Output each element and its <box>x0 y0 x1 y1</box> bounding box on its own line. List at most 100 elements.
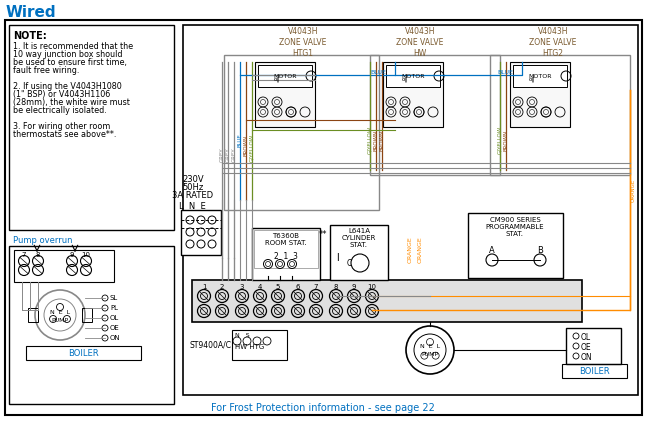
Bar <box>232 330 287 360</box>
Text: BLUE: BLUE <box>497 70 513 75</box>
Bar <box>14 250 114 282</box>
Bar <box>468 213 563 278</box>
Text: OE: OE <box>581 343 591 352</box>
Text: MOTOR: MOTOR <box>401 73 424 78</box>
Text: 2: 2 <box>220 284 225 290</box>
Text: A: A <box>489 246 495 254</box>
Text: G/YELLOW: G/YELLOW <box>250 134 254 162</box>
Bar <box>490 55 630 175</box>
Text: ROOM STAT.: ROOM STAT. <box>265 240 307 246</box>
Text: L641A: L641A <box>348 228 370 234</box>
Text: L  N  E: L N E <box>179 202 205 211</box>
Text: 9: 9 <box>352 284 356 290</box>
Text: ON: ON <box>581 353 593 362</box>
Bar <box>254 230 318 268</box>
Text: 2  1  3: 2 1 3 <box>274 252 298 261</box>
Text: thermostats see above**.: thermostats see above**. <box>13 130 116 139</box>
Bar <box>224 55 379 210</box>
Bar <box>192 280 582 322</box>
Text: l: l <box>336 253 340 263</box>
Text: 7: 7 <box>314 284 318 290</box>
Bar <box>9 246 174 404</box>
Text: 1: 1 <box>202 284 206 290</box>
Bar <box>562 364 627 378</box>
Text: 10: 10 <box>82 252 91 258</box>
Text: GREY: GREY <box>226 148 230 162</box>
Text: PUMP: PUMP <box>421 352 439 357</box>
Text: For Frost Protection information - see page 22: For Frost Protection information - see p… <box>211 403 435 413</box>
Text: NOTE:: NOTE: <box>13 31 47 41</box>
Text: 1. It is recommended that the: 1. It is recommended that the <box>13 42 133 51</box>
Text: be electrically isolated.: be electrically isolated. <box>13 106 107 115</box>
Text: V4043H
ZONE VALVE
HTG2: V4043H ZONE VALVE HTG2 <box>529 27 576 58</box>
Text: 10: 10 <box>367 284 377 290</box>
Text: PUMP: PUMP <box>52 317 69 322</box>
Text: C: C <box>346 259 351 268</box>
Bar <box>566 328 621 364</box>
Text: 10 way junction box should: 10 way junction box should <box>13 50 122 59</box>
Text: 3: 3 <box>240 284 245 290</box>
Text: o‖: o‖ <box>529 76 535 82</box>
Bar <box>255 62 315 127</box>
Text: MOTOR: MOTOR <box>528 73 552 78</box>
Text: ST9400A/C: ST9400A/C <box>190 340 232 349</box>
Text: BLUE: BLUE <box>237 133 243 147</box>
Text: SL: SL <box>110 295 118 301</box>
Bar <box>9 25 174 230</box>
Text: CYLINDER: CYLINDER <box>342 235 376 241</box>
Bar <box>383 62 443 127</box>
Text: 230V: 230V <box>182 175 204 184</box>
Bar <box>28 308 38 322</box>
Text: (1" BSP) or V4043H1106: (1" BSP) or V4043H1106 <box>13 90 110 99</box>
Text: fault free wiring.: fault free wiring. <box>13 66 80 75</box>
Bar <box>82 308 92 322</box>
Text: ON: ON <box>110 335 120 341</box>
Text: 3A RATED: 3A RATED <box>173 191 214 200</box>
Text: o‖: o‖ <box>274 76 280 82</box>
Text: BROWN: BROWN <box>380 130 384 151</box>
Text: BOILER: BOILER <box>578 366 609 376</box>
Text: B: B <box>537 246 543 254</box>
Text: ORANGE: ORANGE <box>631 179 636 202</box>
Text: N   S: N S <box>235 333 250 338</box>
Bar <box>330 225 388 280</box>
Text: (28mm), the white wire must: (28mm), the white wire must <box>13 98 130 107</box>
Text: 50Hz: 50Hz <box>182 183 204 192</box>
Text: Wired: Wired <box>6 5 57 19</box>
Text: BLUE: BLUE <box>370 70 386 75</box>
Text: Pump overrun: Pump overrun <box>13 236 72 245</box>
Bar <box>513 65 567 87</box>
Text: N  E  L: N E L <box>420 344 440 349</box>
Text: OL: OL <box>581 333 591 342</box>
Text: STAT.: STAT. <box>506 231 524 237</box>
Text: BROWN: BROWN <box>503 130 509 151</box>
Text: be used to ensure first time,: be used to ensure first time, <box>13 58 127 67</box>
Text: CM900 SERIES: CM900 SERIES <box>490 217 540 223</box>
Text: 7: 7 <box>22 252 27 258</box>
Bar <box>258 65 312 87</box>
Text: T6360B: T6360B <box>272 233 300 239</box>
Text: N  E  L: N E L <box>50 311 70 316</box>
Text: STAT.: STAT. <box>350 242 368 248</box>
Text: BROWN: BROWN <box>373 130 378 151</box>
Bar <box>510 62 570 127</box>
Text: 3. For wiring other room: 3. For wiring other room <box>13 122 111 131</box>
Text: BOILER: BOILER <box>68 349 98 357</box>
Text: ORANGE: ORANGE <box>417 237 422 263</box>
Text: 2. If using the V4043H1080: 2. If using the V4043H1080 <box>13 82 122 91</box>
Text: G/YELLOW: G/YELLOW <box>367 126 373 154</box>
Text: OE: OE <box>110 325 120 331</box>
Text: V4043H
ZONE VALVE
HW: V4043H ZONE VALVE HW <box>397 27 444 58</box>
Bar <box>386 65 440 87</box>
Bar <box>183 25 638 395</box>
Text: 8: 8 <box>36 252 40 258</box>
Text: **: ** <box>319 230 327 239</box>
Text: PROGRAMMABLE: PROGRAMMABLE <box>486 224 544 230</box>
Text: ORANGE: ORANGE <box>408 237 413 263</box>
Text: 4: 4 <box>258 284 262 290</box>
Bar <box>181 210 221 255</box>
Text: G/YELLOW: G/YELLOW <box>498 126 503 154</box>
Text: MOTOR: MOTOR <box>273 73 297 78</box>
Bar <box>370 55 500 175</box>
Text: PL: PL <box>110 305 118 311</box>
